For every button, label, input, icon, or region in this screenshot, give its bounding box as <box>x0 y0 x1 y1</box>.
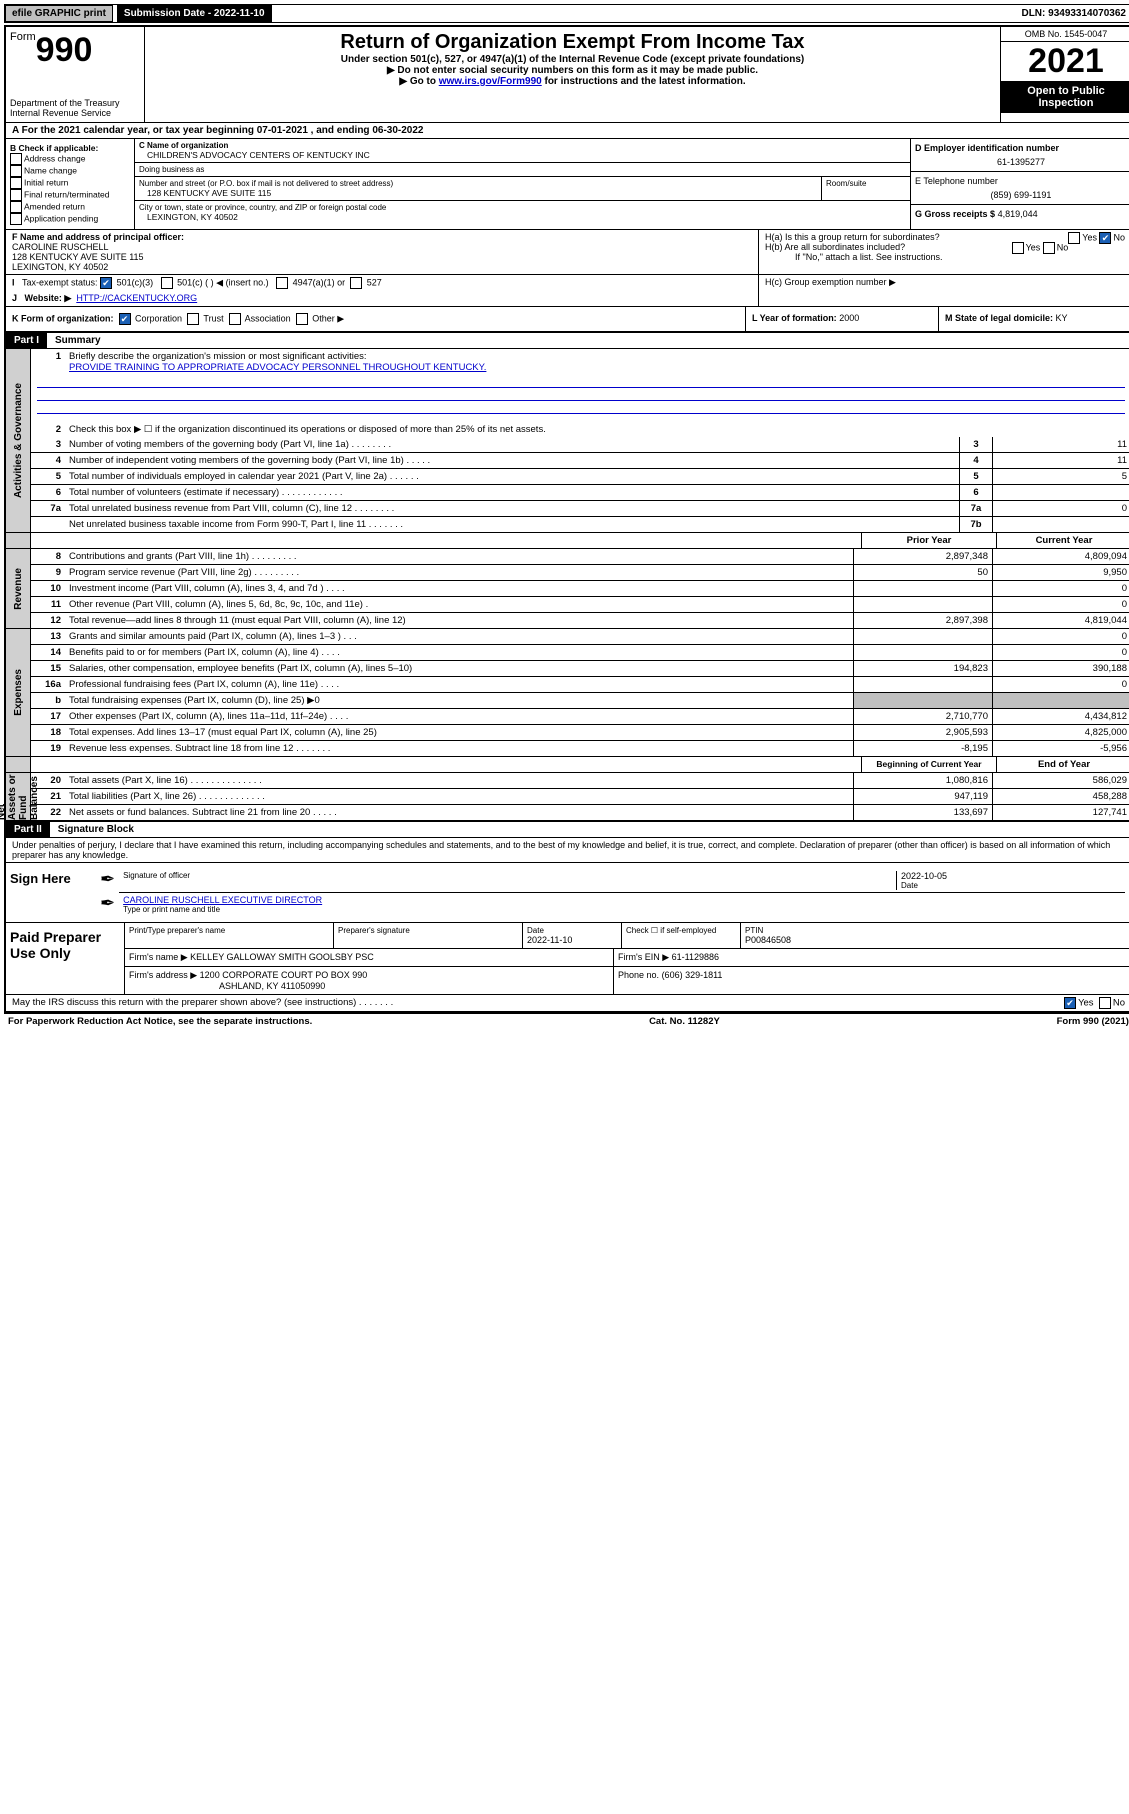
section-k: K Form of organization: ✔ Corporation Tr… <box>6 307 745 331</box>
tab-revenue: Revenue <box>6 549 31 628</box>
irs-link[interactable]: www.irs.gov/Form990 <box>439 76 542 87</box>
form-number-block: Form990 Department of the Treasury Inter… <box>6 27 145 122</box>
tab-governance: Activities & Governance <box>6 349 31 532</box>
section-i-j: I Tax-exempt status: ✔ 501(c)(3) 501(c) … <box>6 275 758 306</box>
row-a: A For the 2021 calendar year, or tax yea… <box>6 123 1129 139</box>
efile-badge: efile GRAPHIC print <box>5 5 113 22</box>
page-footer: For Paperwork Reduction Act Notice, see … <box>4 1013 1129 1029</box>
part1-header: Part ISummary <box>6 333 1129 349</box>
col-b: B Check if applicable: Address change Na… <box>6 139 135 229</box>
tab-expenses: Expenses <box>6 629 31 756</box>
section-h: H(a) Is this a group return for subordin… <box>758 230 1129 274</box>
sign-here: Sign Here ✒ Signature of officer2022-10-… <box>6 863 1129 923</box>
efile-topbar: efile GRAPHIC print Submission Date - 20… <box>4 4 1129 23</box>
submission-date: Submission Date - 2022-11-10 <box>117 5 272 22</box>
col-d: D Employer identification number61-13952… <box>911 139 1129 229</box>
year-block: OMB No. 1545-0047 2021 Open to Public In… <box>1000 27 1129 122</box>
form-990: Form990 Department of the Treasury Inter… <box>4 25 1129 1013</box>
form-title-block: Return of Organization Exempt From Incom… <box>145 27 1000 122</box>
prior-current-header: Prior Year Current Year <box>6 533 1129 549</box>
dln: DLN: 93493314070362 <box>1021 8 1129 19</box>
tab-netassets: Net Assets or Fund Balances <box>6 773 31 820</box>
paid-preparer: Paid Preparer Use Only Print/Type prepar… <box>6 923 1129 994</box>
may-discuss: May the IRS discuss this return with the… <box>6 994 1129 1011</box>
part2-header: Part IISignature Block <box>6 822 1129 837</box>
mission-text: PROVIDE TRAINING TO APPROPRIATE ADVOCACY… <box>69 362 486 373</box>
boy-eoy-header: Beginning of Current Year End of Year <box>6 757 1129 773</box>
section-hc: H(c) Group exemption number ▶ <box>758 275 1129 306</box>
section-l: L Year of formation: 2000 <box>745 307 938 331</box>
section-m: M State of legal domicile: KY <box>938 307 1129 331</box>
perjury-declaration: Under penalties of perjury, I declare th… <box>6 838 1129 863</box>
section-f: F Name and address of principal officer:… <box>6 230 758 274</box>
col-c: C Name of organizationCHILDREN'S ADVOCAC… <box>135 139 911 229</box>
website-link[interactable]: HTTP://CACKENTUCKY.ORG <box>76 293 197 303</box>
